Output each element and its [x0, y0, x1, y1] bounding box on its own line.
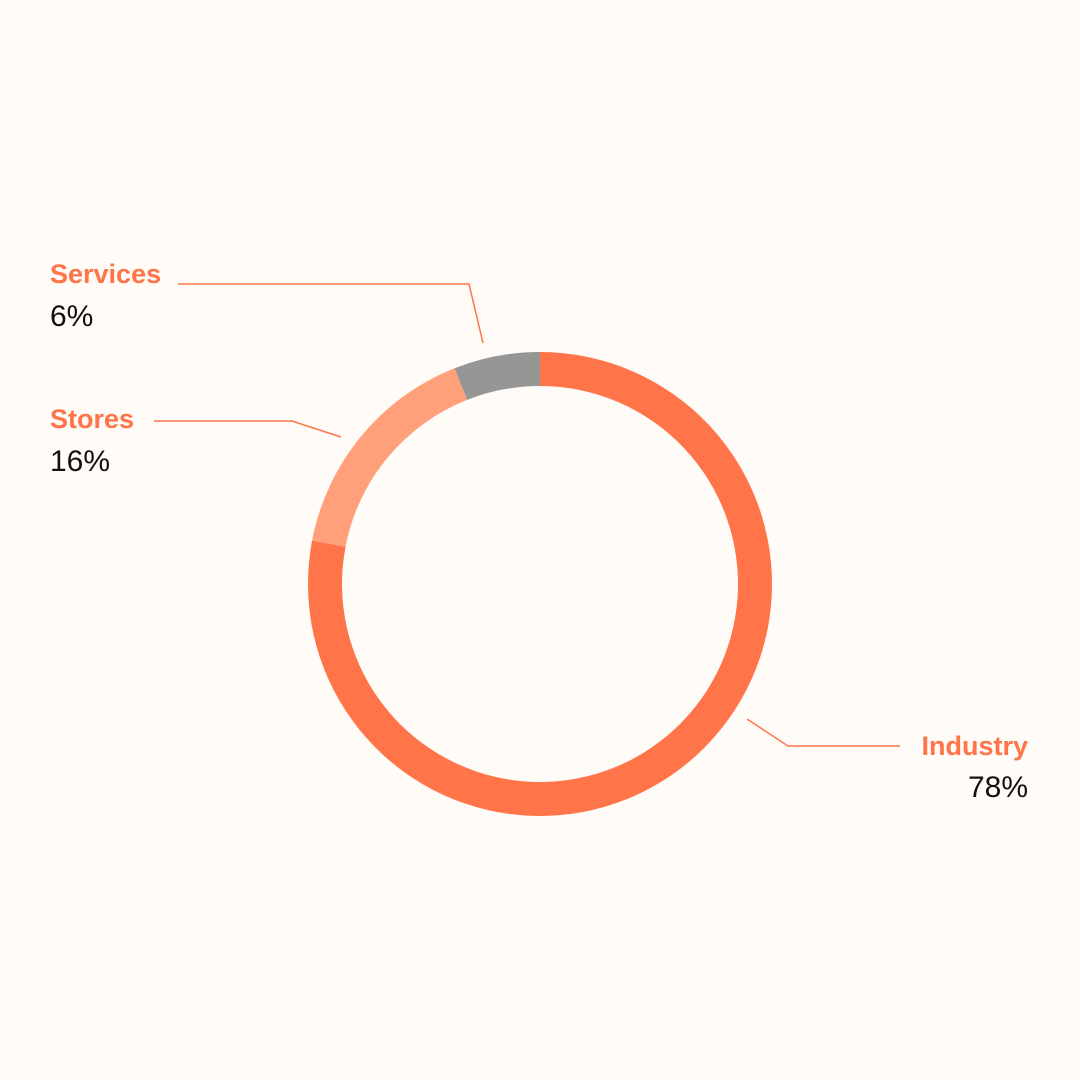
value-label-services: 6% [50, 300, 93, 333]
leader-line-stores [154, 420, 342, 438]
slice-stores [312, 368, 468, 547]
value-label-industry: 78% [968, 771, 1028, 804]
slice-services [454, 352, 540, 400]
leader-line-services [178, 283, 484, 344]
label-stores: Stores [50, 404, 134, 434]
value-label-stores: 16% [50, 445, 110, 478]
label-industry: Industry [921, 731, 1028, 761]
leader-lines [154, 283, 900, 747]
leader-line-industry [746, 718, 900, 747]
donut-slices [307, 352, 773, 816]
slice-labels: Industry 78% Stores 16% Services 6% [50, 259, 1028, 804]
label-services: Services [50, 259, 161, 289]
